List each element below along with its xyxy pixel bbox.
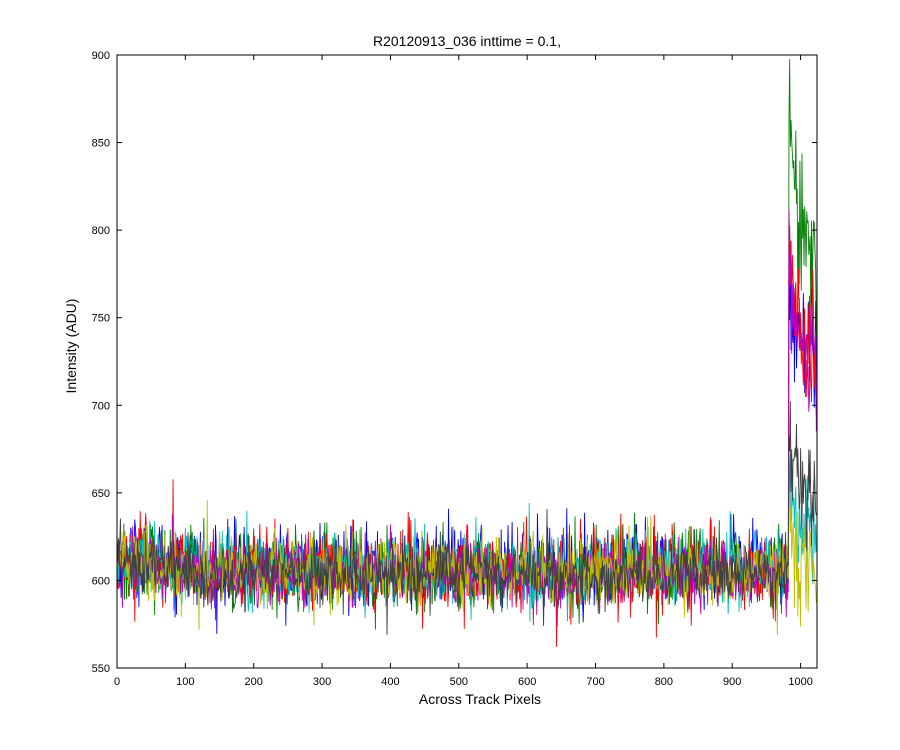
x-tick-label: 700: [586, 676, 604, 688]
y-tick-label: 650: [92, 488, 110, 500]
y-axis-ticks: 550 600 650 700 750 800 850 900: [92, 50, 817, 675]
y-tick-label: 750: [92, 313, 110, 325]
series-layer: [117, 58, 817, 647]
y-tick-label: 600: [92, 575, 110, 587]
x-tick-label: 100: [176, 676, 194, 688]
x-tick-label: 600: [518, 676, 536, 688]
x-tick-label: 500: [450, 676, 468, 688]
x-axis-ticks: 0 100 200 300 400 500 600 700 800 900 1000: [114, 55, 813, 688]
series-line-7: [117, 401, 817, 636]
x-tick-label: 400: [381, 676, 399, 688]
y-axis-label: Intensity (ADU): [63, 299, 79, 394]
x-tick-label: 1000: [788, 676, 812, 688]
x-tick-label: 800: [655, 676, 673, 688]
y-tick-label: 550: [92, 663, 110, 675]
y-tick-label: 850: [92, 138, 110, 150]
x-tick-label: 300: [313, 676, 331, 688]
x-tick-label: 900: [723, 676, 741, 688]
x-axis-label: Across Track Pixels: [419, 691, 541, 707]
y-tick-label: 800: [92, 225, 110, 237]
chart-title: R20120913_036 inttime = 0.1,: [373, 33, 561, 49]
x-tick-label: 200: [245, 676, 263, 688]
plot-frame: [116, 54, 818, 669]
x-tick-label: 0: [114, 676, 120, 688]
y-tick-label: 900: [92, 50, 110, 62]
y-tick-label: 700: [92, 400, 110, 412]
